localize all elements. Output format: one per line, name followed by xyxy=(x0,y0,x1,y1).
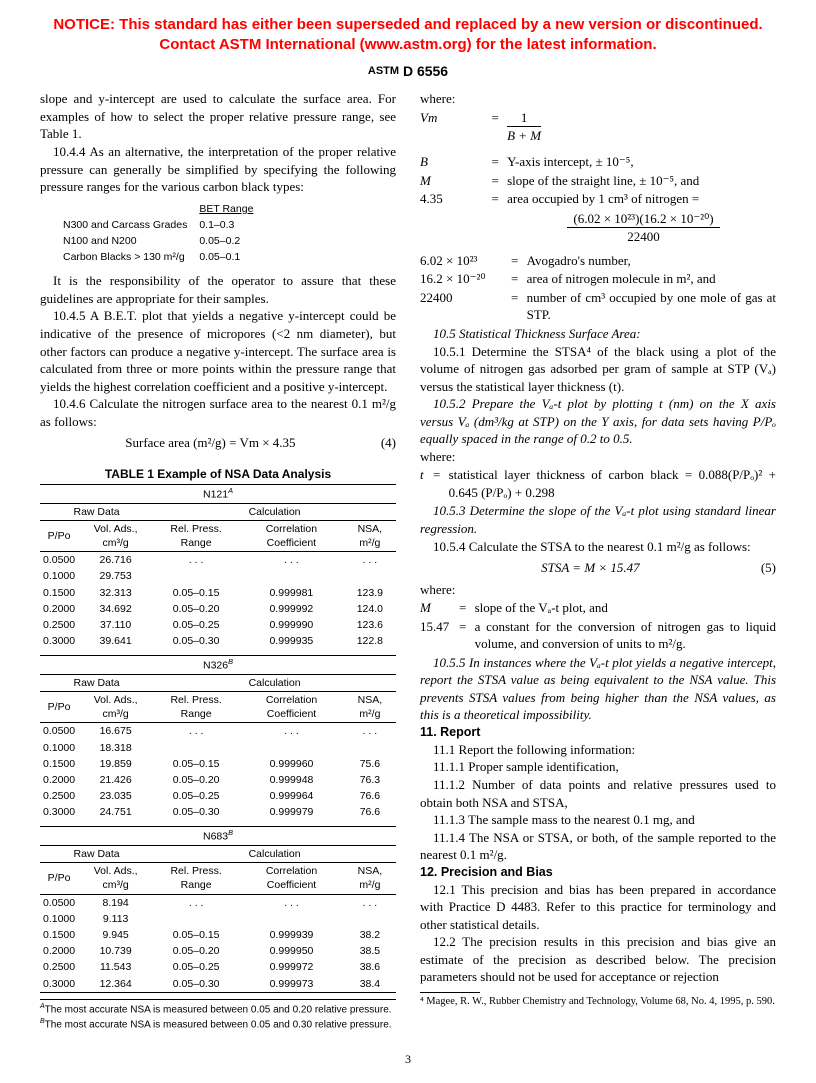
where-label: where: xyxy=(420,90,776,108)
doc-header: ASTM D 6556 xyxy=(40,62,776,81)
body-text: 10.5.5 In instances where the Vₐ-t plot … xyxy=(420,654,776,724)
table-row: 0.300024.7510.05–0.300.99997976.6 xyxy=(40,804,396,820)
table-1-n121: N121A Raw DataCalculation P/Po Vol. Ads.… xyxy=(40,484,396,649)
bet-range-table: BET Range N300 and Carcass Grades0.1–0.3… xyxy=(61,200,265,267)
section-12-title: 12. Precision and Bias xyxy=(420,864,776,881)
body-text: 11.1.4 The NSA or STSA, or both, of the … xyxy=(420,829,776,864)
body-text: 10.5.2 Prepare the Vₐ-t plot by plotting… xyxy=(420,395,776,448)
body-text: 11.1 Report the following information: xyxy=(420,741,776,759)
table-1-title: TABLE 1 Example of NSA Data Analysis xyxy=(40,466,396,482)
table-row: 0.300012.3640.05–0.300.99997338.4 xyxy=(40,976,396,993)
body-text: 10.4.6 Calculate the nitrogen surface ar… xyxy=(40,395,396,430)
table-row: 0.200034.6920.05–0.200.999992124.0 xyxy=(40,601,396,617)
body-text: 10.5.3 Determine the slope of the Vₐ-t p… xyxy=(420,502,776,537)
table-row: 0.10009.113 xyxy=(40,911,396,927)
notice-banner: NOTICE: This standard has either been su… xyxy=(40,15,776,56)
body-text: It is the responsibility of the operator… xyxy=(40,272,396,307)
table-row: 0.05008.194. . .. . .. . . xyxy=(40,894,396,911)
table-row: 0.150032.3130.05–0.150.999981123.9 xyxy=(40,585,396,601)
table-row: 0.250011.5430.05–0.250.99997238.6 xyxy=(40,959,396,975)
body-text: 10.5.4 Calculate the STSA to the nearest… xyxy=(420,538,776,556)
body-text: 10.4.4 As an alternative, the interpreta… xyxy=(40,143,396,196)
body-text: 11.1.1 Proper sample identification, xyxy=(420,758,776,776)
body-text: 12.1 This precision and bias has been pr… xyxy=(420,881,776,934)
table-row: 0.200021.4260.05–0.200.99994876.3 xyxy=(40,772,396,788)
table-footnotes: AThe most accurate NSA is measured betwe… xyxy=(40,999,396,1032)
table-row: 0.100029.753 xyxy=(40,568,396,584)
body-text: 11.1.2 Number of data points and relativ… xyxy=(420,776,776,811)
body-text: 10.4.5 A B.E.T. plot that yields a negat… xyxy=(40,307,396,395)
table-row: 0.200010.7390.05–0.200.99995038.5 xyxy=(40,943,396,959)
table-row: 0.150019.8590.05–0.150.99996075.6 xyxy=(40,756,396,772)
table-row: 0.15009.9450.05–0.150.99993938.2 xyxy=(40,927,396,943)
body-text: 10.5 Statistical Thickness Surface Area: xyxy=(420,325,776,343)
table-1-n683: N683B Raw DataCalculation P/Po Vol. Ads.… xyxy=(40,826,396,992)
section-11-title: 11. Report xyxy=(420,724,776,741)
page-number: 3 xyxy=(40,1051,776,1067)
astm-logo: ASTM xyxy=(368,64,399,79)
equation-4: Surface area (m²/g) = Vm × 4.35 (4) xyxy=(40,434,396,452)
table-row: 0.100018.318 xyxy=(40,740,396,756)
table-row: 0.300039.6410.05–0.300.999935122.8 xyxy=(40,633,396,649)
fraction-2: (6.02 × 10²³)(16.2 × 10⁻²⁰) 22400 xyxy=(511,210,776,246)
body-text: 12.2 The precision results in this preci… xyxy=(420,933,776,986)
vm-definition: Vm= 1 B + M xyxy=(420,109,776,145)
table-row: 0.050016.675. . .. . .. . . xyxy=(40,723,396,740)
body-text: slope and y-intercept are used to calcul… xyxy=(40,90,396,143)
footnote-4: ⁴ Magee, R. W., Rubber Chemistry and Tec… xyxy=(420,995,776,1009)
where-label: where: xyxy=(420,448,776,466)
table-row: 0.050026.716. . .. . .. . . xyxy=(40,552,396,569)
equation-5: STSA = M × 15.47 (5) xyxy=(420,559,776,577)
where-label: where: xyxy=(420,581,776,599)
table-row: 0.250037.1100.05–0.250.999990123.6 xyxy=(40,617,396,633)
body-text: 10.5.1 Determine the STSA⁴ of the black … xyxy=(420,343,776,396)
table-row: 0.250023.0350.05–0.250.99996476.6 xyxy=(40,788,396,804)
table-1-n326: N326B Raw DataCalculation P/Po Vol. Ads.… xyxy=(40,655,396,820)
body-text: 11.1.3 The sample mass to the nearest 0.… xyxy=(420,811,776,829)
